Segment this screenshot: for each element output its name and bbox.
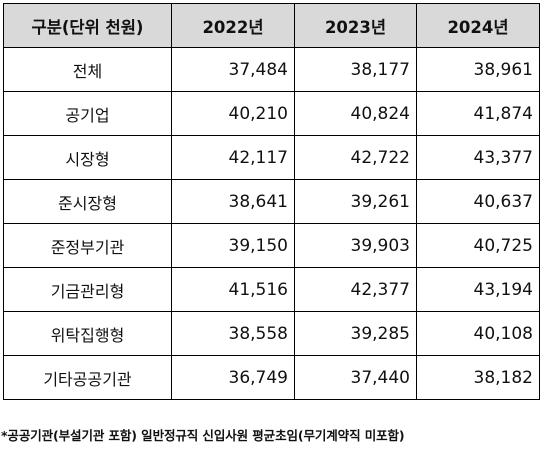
header-2022: 2022년 xyxy=(171,3,295,48)
table-row: 시장형 42,117 42,722 43,377 xyxy=(3,135,540,180)
row-label: 시장형 xyxy=(3,135,172,180)
row-label: 전체 xyxy=(3,47,172,92)
table-row: 공기업 40,210 40,824 41,874 xyxy=(3,91,540,136)
cell-2023: 39,903 xyxy=(294,223,417,268)
row-label: 준시장형 xyxy=(3,179,172,224)
table-row: 기금관리형 41,516 42,377 43,194 xyxy=(3,267,540,312)
cell-2023: 42,377 xyxy=(294,267,417,312)
cell-2024: 43,194 xyxy=(416,267,540,312)
table-row: 기타공공기관 36,749 37,440 38,182 xyxy=(3,355,540,400)
cell-2022: 41,516 xyxy=(171,267,295,312)
row-label: 기금관리형 xyxy=(3,267,172,312)
cell-2024: 43,377 xyxy=(416,135,540,180)
table-row: 준정부기관 39,150 39,903 40,725 xyxy=(3,223,540,268)
header-2023: 2023년 xyxy=(294,3,417,48)
table-row: 준시장형 38,641 39,261 40,637 xyxy=(3,179,540,224)
cell-2024: 38,961 xyxy=(416,47,540,92)
table-body: 전체 37,484 38,177 38,961 공기업 40,210 40,82… xyxy=(3,47,540,400)
cell-2023: 37,440 xyxy=(294,355,417,400)
header-row: 구분(단위 천원) 2022년 2023년 2024년 xyxy=(3,3,540,48)
cell-2023: 38,177 xyxy=(294,47,417,92)
table-header: 구분(단위 천원) 2022년 2023년 2024년 xyxy=(3,3,540,48)
cell-2022: 38,558 xyxy=(171,311,295,356)
cell-2022: 36,749 xyxy=(171,355,295,400)
table-row: 위탁집행형 38,558 39,285 40,108 xyxy=(3,311,540,356)
cell-2024: 40,637 xyxy=(416,179,540,224)
row-label: 위탁집행형 xyxy=(3,311,172,356)
header-category: 구분(단위 천원) xyxy=(3,3,172,48)
table-row: 전체 37,484 38,177 38,961 xyxy=(3,47,540,92)
cell-2023: 42,722 xyxy=(294,135,417,180)
cell-2024: 40,108 xyxy=(416,311,540,356)
cell-2022: 39,150 xyxy=(171,223,295,268)
cell-2024: 38,182 xyxy=(416,355,540,400)
cell-2023: 39,261 xyxy=(294,179,417,224)
cell-2023: 40,824 xyxy=(294,91,417,136)
salary-table-container: 구분(단위 천원) 2022년 2023년 2024년 전체 37,484 38… xyxy=(3,3,540,400)
cell-2023: 39,285 xyxy=(294,311,417,356)
cell-2022: 37,484 xyxy=(171,47,295,92)
cell-2022: 42,117 xyxy=(171,135,295,180)
row-label: 기타공공기관 xyxy=(3,355,172,400)
row-label: 준정부기관 xyxy=(3,223,172,268)
footnote: *공공기관(부설기관 포함) 일반정규직 신입사원 평균초임(무기계약직 미포함… xyxy=(1,428,405,443)
cell-2024: 41,874 xyxy=(416,91,540,136)
header-2024: 2024년 xyxy=(416,3,540,48)
cell-2022: 38,641 xyxy=(171,179,295,224)
cell-2022: 40,210 xyxy=(171,91,295,136)
row-label: 공기업 xyxy=(3,91,172,136)
cell-2024: 40,725 xyxy=(416,223,540,268)
salary-table: 구분(단위 천원) 2022년 2023년 2024년 전체 37,484 38… xyxy=(3,3,540,400)
